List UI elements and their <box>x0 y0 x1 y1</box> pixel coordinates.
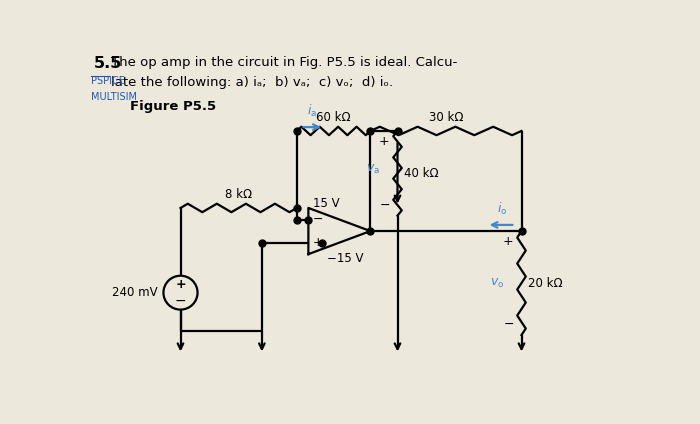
Text: +: + <box>503 235 514 248</box>
Text: −: − <box>379 199 390 212</box>
Text: −15 V: −15 V <box>327 252 363 265</box>
Text: $i_\mathrm{o}$: $i_\mathrm{o}$ <box>497 201 508 217</box>
Text: 60 kΩ: 60 kΩ <box>316 111 351 124</box>
Text: The op amp in the circuit in Fig. P5.5 is ideal. Calcu-: The op amp in the circuit in Fig. P5.5 i… <box>111 56 457 69</box>
Text: $v_\mathrm{o}$: $v_\mathrm{o}$ <box>490 276 505 290</box>
Text: +: + <box>312 236 323 249</box>
Text: 5.5: 5.5 <box>94 56 122 70</box>
Text: 8 kΩ: 8 kΩ <box>225 188 252 201</box>
Text: $v_\mathrm{a}$: $v_\mathrm{a}$ <box>367 163 381 176</box>
Text: late the following: a) iₐ;  b) vₐ;  c) vₒ;  d) iₒ.: late the following: a) iₐ; b) vₐ; c) vₒ;… <box>111 75 393 89</box>
Text: MULTISIM: MULTISIM <box>90 92 136 103</box>
Text: 20 kΩ: 20 kΩ <box>528 276 563 290</box>
Text: Figure P5.5: Figure P5.5 <box>130 100 216 113</box>
Text: 15 V: 15 V <box>313 196 340 209</box>
Text: 30 kΩ: 30 kΩ <box>428 111 463 124</box>
Text: $i_\mathrm{a}$: $i_\mathrm{a}$ <box>307 103 317 119</box>
Text: PSPICE: PSPICE <box>90 75 125 86</box>
Text: +: + <box>379 135 390 148</box>
Text: −: − <box>503 318 514 331</box>
Text: 40 kΩ: 40 kΩ <box>405 167 439 180</box>
Text: +: + <box>175 279 186 291</box>
Text: −: − <box>175 293 186 307</box>
Text: 240 mV: 240 mV <box>111 286 158 299</box>
Text: −: − <box>312 213 323 226</box>
